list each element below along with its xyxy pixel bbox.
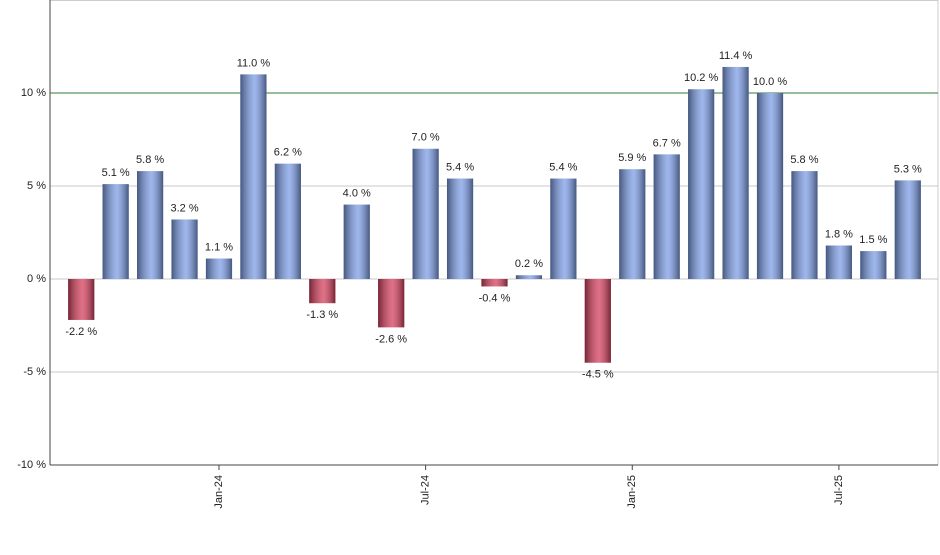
x-tick-label: Jan-25 — [626, 475, 638, 509]
data-label: 5.8 % — [790, 154, 818, 166]
data-label: 1.5 % — [859, 234, 887, 246]
bar-shade — [825, 245, 852, 279]
data-label: -4.5 % — [582, 369, 614, 381]
data-label: 5.3 % — [894, 163, 922, 175]
bar-shade — [343, 204, 370, 279]
data-label: 3.2 % — [170, 202, 198, 214]
bar-shade — [515, 275, 543, 279]
data-label: 5.4 % — [549, 161, 577, 173]
bar-shade — [550, 178, 577, 279]
data-label: 1.8 % — [825, 228, 853, 240]
bar-shade — [722, 66, 749, 280]
data-label: 5.8 % — [136, 154, 164, 166]
data-label: 4.0 % — [343, 188, 371, 200]
bar-shade — [378, 279, 405, 328]
data-label: 5.9 % — [618, 152, 646, 164]
x-tick-label: Jul-25 — [833, 475, 845, 505]
bar-shade — [860, 251, 887, 279]
data-label: 10.0 % — [753, 76, 787, 88]
y-tick-label: 5 % — [27, 180, 46, 192]
bar-shade — [274, 163, 301, 279]
x-tick-label: Jan-24 — [213, 475, 225, 509]
bar-shade — [481, 279, 508, 287]
data-label: 7.0 % — [412, 132, 440, 144]
data-label: 6.2 % — [274, 147, 302, 159]
data-label: 5.4 % — [446, 161, 474, 173]
bar-shade — [791, 171, 818, 279]
bar-shade — [68, 279, 95, 320]
data-label: -0.4 % — [479, 292, 511, 304]
y-tick-label: 0 % — [27, 273, 46, 285]
data-label: 1.1 % — [205, 241, 233, 253]
bar-shade — [171, 219, 198, 279]
bar-shade — [756, 93, 784, 279]
data-label: 11.4 % — [719, 50, 753, 62]
y-tick-label: -5 % — [23, 366, 46, 378]
data-label: -2.6 % — [375, 333, 407, 345]
data-label: 0.2 % — [515, 258, 543, 270]
bar-shade — [240, 74, 267, 280]
bar-shade — [446, 178, 474, 279]
bar-shade — [619, 169, 646, 279]
bar-shade — [894, 180, 921, 279]
y-tick-label: 10 % — [21, 87, 46, 99]
data-label: 11.0 % — [237, 57, 271, 69]
bar-shade — [653, 154, 680, 279]
x-tick-label: Jul-24 — [420, 475, 432, 505]
data-label: -2.2 % — [65, 326, 97, 338]
bar-shade — [584, 279, 611, 363]
y-tick-label: -10 % — [17, 459, 46, 471]
bar-shade — [102, 184, 129, 279]
bar-shade — [309, 279, 336, 304]
data-label: -1.3 % — [306, 309, 338, 321]
bar-shade — [137, 171, 164, 279]
bar-shade — [412, 148, 439, 279]
data-label: 6.7 % — [653, 137, 681, 149]
bar-shade — [205, 258, 233, 279]
data-label: 5.1 % — [102, 167, 130, 179]
data-label: 10.2 % — [684, 72, 718, 84]
bar-shade — [688, 89, 715, 279]
